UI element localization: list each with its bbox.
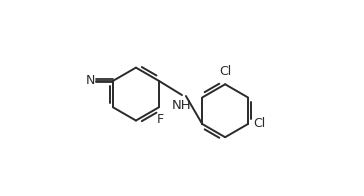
Text: F: F bbox=[156, 113, 163, 126]
Text: N: N bbox=[86, 74, 95, 87]
Text: Cl: Cl bbox=[219, 65, 231, 78]
Text: Cl: Cl bbox=[253, 117, 265, 131]
Text: NH: NH bbox=[172, 99, 192, 112]
